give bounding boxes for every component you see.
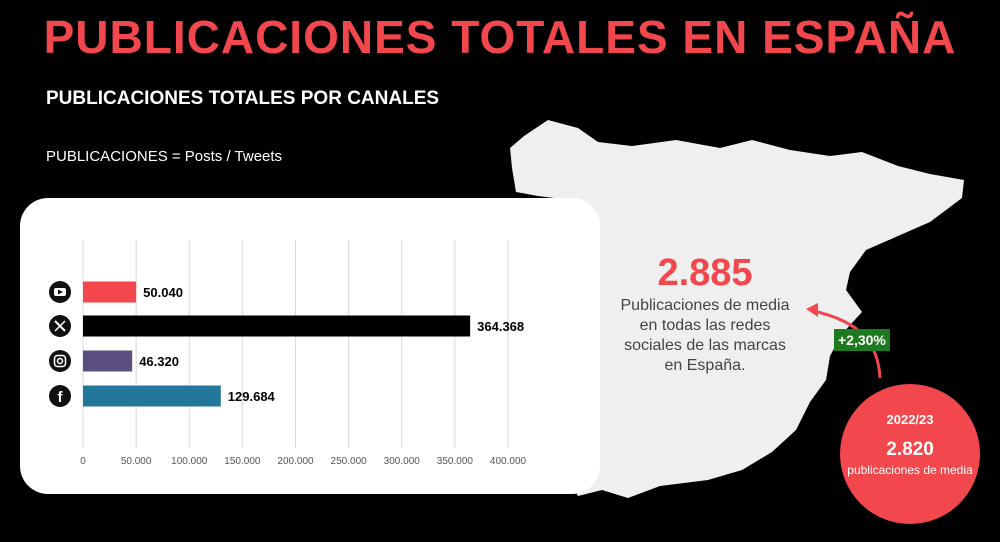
data-label: 50.040	[143, 285, 183, 300]
previous-period-label: 2022/23	[886, 412, 934, 427]
bar-instagram	[83, 350, 133, 372]
x-icon-stroke	[54, 320, 66, 332]
facebook-icon	[49, 385, 71, 407]
x-tick-label: 100.000	[171, 456, 208, 467]
instagram-icon-frame	[53, 354, 67, 368]
x-tick-label: 350.000	[437, 456, 474, 467]
x-tick-label: 250.000	[331, 456, 368, 467]
bar-facebook	[83, 385, 221, 407]
facebook-icon-glyph: f	[58, 389, 64, 406]
previous-description: publicaciones de media	[847, 463, 973, 477]
instagram-icon-lens	[56, 357, 64, 365]
x-tick-label: 0	[80, 456, 86, 467]
previous-value: 2.820	[886, 439, 934, 460]
chart-card	[20, 198, 600, 494]
youtube-icon-play	[58, 289, 63, 295]
instagram-icon	[49, 350, 71, 372]
chart-subtitle: PUBLICACIONES TOTALES POR CANALES	[46, 88, 440, 109]
total-description: Publicaciones de media en todas las rede…	[620, 297, 790, 374]
page-title: PUBLICACIONES TOTALES EN ESPAÑA	[43, 11, 957, 63]
data-label: 364.368	[477, 319, 524, 334]
bar-youtube	[83, 281, 137, 303]
previous-period-circle: 2022/23 2.820 publicaciones de media	[840, 384, 980, 524]
bar-x	[83, 315, 471, 337]
x-tick-label: 300.000	[384, 456, 421, 467]
data-label: 46.320	[139, 354, 179, 369]
data-label: 129.684	[228, 389, 276, 404]
bar-chart: 0 50.000 100.000 150.000 200.000 250.000 300.0…	[49, 240, 527, 467]
definition-note: PUBLICACIONES = Posts / Tweets	[46, 148, 283, 165]
change-badge: +2,30%	[834, 329, 890, 351]
x-tick-label: 50.000	[121, 456, 152, 467]
x-tick-label: 400.000	[490, 456, 527, 467]
x-tick-label: 200.000	[277, 456, 314, 467]
x-tick-label: 150.000	[224, 456, 261, 467]
total-value: 2.885	[657, 252, 753, 294]
